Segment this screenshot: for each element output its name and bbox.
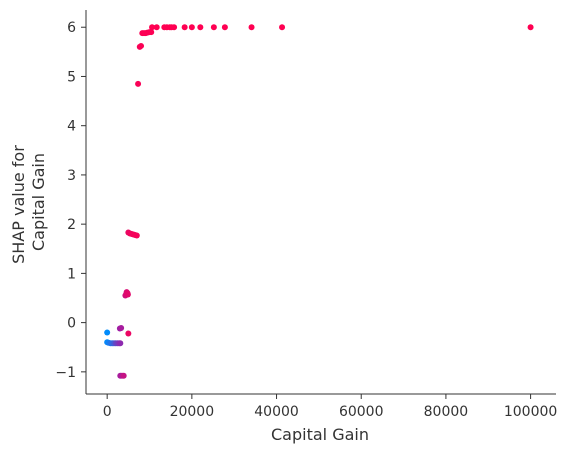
data-point — [210, 24, 217, 31]
data-point — [279, 24, 286, 31]
x-tick-label: 100000 — [504, 404, 557, 420]
y-tick-label: 1 — [67, 266, 76, 282]
y-axis-ticks: −1 0 1 2 3 4 5 6 — [55, 20, 86, 381]
y-tick-label: −1 — [55, 365, 76, 381]
data-point — [197, 24, 204, 31]
y-axis-title: SHAP value for Capital Gain — [9, 140, 48, 264]
y-axis-title-line-1: SHAP value for — [9, 145, 28, 264]
y-tick-label: 2 — [67, 217, 76, 233]
data-point — [135, 80, 142, 87]
y-tick-label: 6 — [67, 20, 76, 36]
y-tick-label: 3 — [67, 168, 76, 184]
data-point — [188, 24, 195, 31]
x-tick-label: 60000 — [339, 404, 384, 420]
data-point — [120, 372, 127, 379]
y-axis-title-line-2: Capital Gain — [29, 153, 48, 251]
data-point — [117, 340, 124, 347]
x-tick-label: 0 — [103, 404, 112, 420]
data-point — [149, 24, 156, 31]
x-tick-label: 80000 — [424, 404, 469, 420]
y-tick-label: 0 — [67, 316, 76, 332]
x-tick-label: 40000 — [254, 404, 299, 420]
x-axis-ticks: 0 20000 40000 60000 80000 100000 — [103, 394, 557, 420]
data-point — [248, 24, 255, 31]
data-points — [104, 24, 534, 379]
y-tick-label: 4 — [67, 119, 76, 135]
data-point — [527, 24, 534, 31]
x-axis-title: Capital Gain — [271, 425, 369, 444]
x-tick-label: 20000 — [170, 404, 215, 420]
data-point — [181, 24, 188, 31]
data-point — [221, 24, 228, 31]
data-point — [138, 42, 145, 49]
y-tick-label: 5 — [67, 69, 76, 85]
data-point — [171, 24, 178, 31]
data-point — [148, 29, 155, 36]
data-point — [153, 24, 160, 31]
data-point — [104, 329, 111, 336]
data-point — [118, 325, 125, 332]
data-point — [125, 330, 132, 337]
data-point — [133, 232, 140, 239]
data-point — [124, 291, 131, 298]
